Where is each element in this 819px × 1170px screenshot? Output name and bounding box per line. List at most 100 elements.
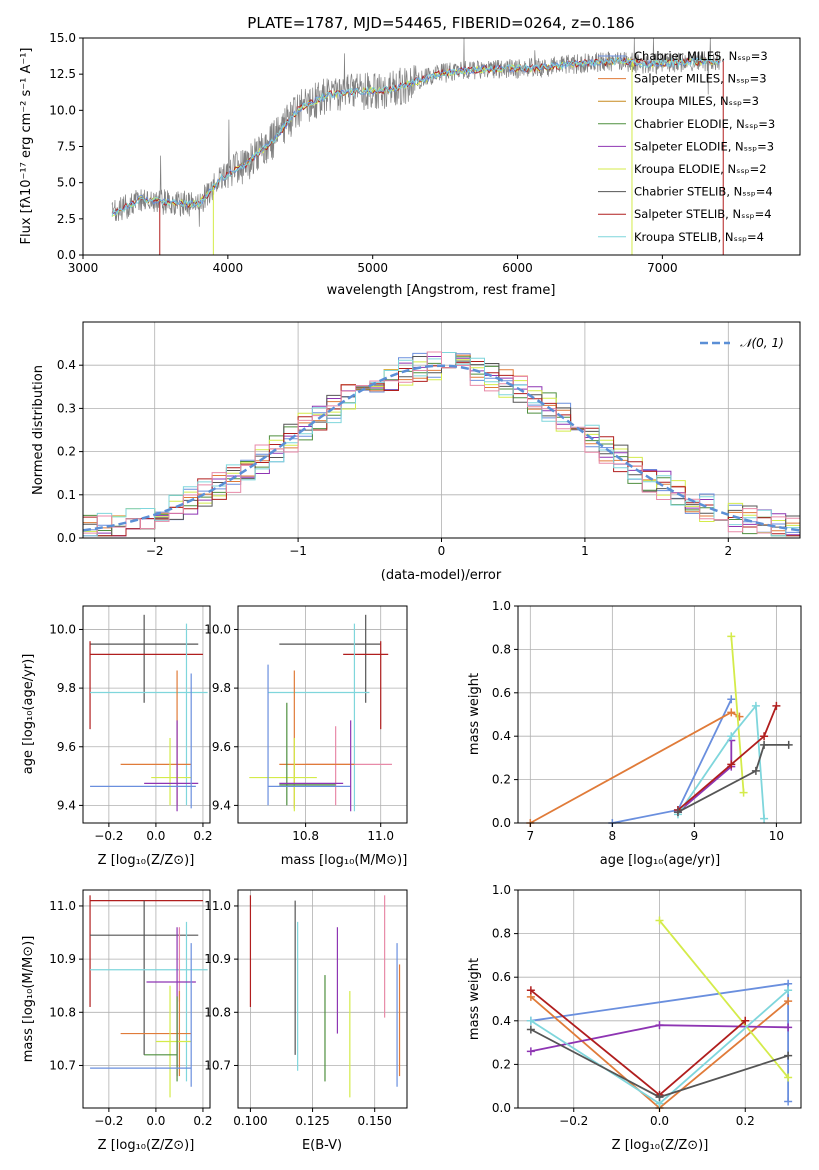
y-tick-label: 0.6: [492, 686, 511, 700]
weight-marker-kroupa_elodie: [784, 1073, 793, 1082]
y-tick-label: 0.2: [492, 773, 511, 787]
y-tick-label: 1.0: [492, 883, 511, 897]
mass-vs-ebv-axes-frame: [237, 889, 408, 1109]
model-spectrum-kroupa_stelib: [111, 56, 721, 217]
y-tick-label: 10.0: [204, 622, 231, 636]
weight-line-kroupa_elodie: [730, 636, 745, 793]
model-spectrum-kroupa_elodie: [111, 56, 721, 218]
x-tick-label: 0.100: [233, 1114, 267, 1128]
x-tick-label: 4000: [213, 261, 244, 275]
age-vs-z-panel: −0.2 0.0 0.29.49.69.810.0 Z [log₁₀(Z/Z⊙)] …: [21, 605, 212, 868]
y-tick-label: 12.5: [49, 67, 76, 81]
weight-line-chabrier_stelib: [677, 744, 789, 813]
legend-label-kroupa_miles: Kroupa MILES, Nₛₛₚ=3: [634, 94, 759, 108]
legend-label-kroupa_elodie: Kroupa ELODIE, Nₛₛₚ=2: [634, 162, 767, 176]
y-tick-label: 0.2: [57, 445, 76, 459]
y-tick-label: 0.4: [492, 729, 511, 743]
weight-marker-chabrier_stelib: [526, 1025, 535, 1034]
x-tick-label: 0.0: [650, 1114, 669, 1128]
mass-vs-ebv-panel: 0.100 0.125 0.150 10.7 10.8 10.9 11.0 E(B-V): [204, 889, 408, 1153]
mass-vs-z-axes-frame: [82, 889, 211, 1109]
spectrum-ylabel: Flux [fλ10⁻¹⁷ erg cm⁻² s⁻¹ A⁻¹]: [19, 48, 34, 245]
weight-marker-chabrier_stelib: [784, 1051, 793, 1060]
weight-marker-salpeter_elodie: [784, 1023, 793, 1032]
residuals-legend: 𝒩(0, 1): [700, 336, 784, 350]
weight-marker-kroupa_stelib: [727, 732, 736, 741]
y-tick-label: 10.9: [204, 952, 231, 966]
y-tick-label: 0.6: [492, 970, 511, 984]
weight-marker-salpeter_elodie: [655, 1021, 664, 1030]
weight-marker-salpeter_miles: [784, 997, 793, 1006]
y-tick-label: 5.0: [57, 176, 76, 190]
x-tick-label: 3000: [68, 261, 99, 275]
age-vs-z-xlabel: Z [log₁₀(Z/Z⊙)]: [98, 853, 195, 868]
age-vs-mass-panel: 10.8 11.0 9.4 9.6 9.8 10.0 mass [log₁₀(M/M⊙)]: [204, 605, 408, 868]
weight-marker-salpeter_stelib: [727, 760, 736, 769]
y-tick-label: 10.8: [49, 1005, 76, 1019]
weight-marker-chabrier_miles: [784, 1097, 793, 1106]
y-tick-label: 10.7: [204, 1058, 231, 1072]
mass-vs-z-ylabel: mass [log₁₀(M/M⊙)]: [21, 936, 36, 1063]
mass-vs-z-panel: −0.2 0.0 0.2 10.7 10.8 10.9 11.0 Z [log₁₀(Z/Z⊙…: [21, 889, 212, 1153]
residuals-xlabel: (data-model)/error: [381, 568, 502, 583]
weight-marker-chabrier_miles: [727, 695, 736, 704]
weight-vs-age-xlabel: age [log₁₀(age/yr)]: [600, 853, 721, 868]
x-tick-label: 0.0: [146, 1114, 165, 1128]
weight-line-salpeter_miles: [529, 711, 740, 824]
spectrum-xlabel: wavelength [Angstrom, rest frame]: [327, 283, 556, 298]
y-tick-label: 0.0: [492, 1101, 511, 1115]
x-tick-label: 9: [691, 829, 699, 843]
weight-line-kroupa_elodie: [658, 919, 789, 1079]
y-tick-label: 0.1: [57, 488, 76, 502]
x-tick-label: 1: [581, 544, 589, 558]
spectrum-legend: Chabrier MILES, Nₛₛₚ=3 Salpeter MILES, Nₛ…: [598, 49, 775, 244]
y-tick-label: 0.3: [57, 401, 76, 415]
spectrum-panel: PLATE=1787, MJD=54465, FIBERID=0264, z=0…: [19, 14, 801, 298]
weight-vs-age-panel: 7 8 9 10 0.0 0.2 0.4 0.6 0.8 1.0 age [log₁₀(age/y…: [467, 599, 802, 868]
y-tick-label: 10.0: [49, 103, 76, 117]
x-tick-label: 5000: [357, 261, 388, 275]
age-vs-z-axes-frame: [82, 605, 211, 824]
residuals-panel: −2 −1 0 1 2 0.0 0.1 0.2 0.3 0.4 𝒩(0, 1) (data-mod…: [31, 321, 801, 583]
y-tick-label: 10.9: [49, 952, 76, 966]
x-tick-label: 7000: [647, 261, 678, 275]
y-tick-label: 9.6: [57, 740, 76, 754]
weight-vs-z-panel: −0.2 0.0 0.2 0.0 0.2 0.4 0.6 0.8 1.0 Z [log₁₀(Z/…: [467, 883, 802, 1153]
legend-label-salpeter_elodie: Salpeter ELODIE, Nₛₛₚ=3: [634, 139, 774, 153]
weight-marker-kroupa_elodie: [727, 632, 736, 641]
y-tick-label: 11.0: [204, 899, 231, 913]
x-tick-label: 10.8: [292, 829, 319, 843]
age-vs-mass-xlabel: mass [log₁₀(M/M⊙)]: [281, 853, 408, 868]
y-tick-label: 0.2: [492, 1057, 511, 1071]
y-tick-label: 9.8: [212, 681, 231, 695]
age-vs-mass-axes-frame: [237, 605, 408, 824]
legend-label-chabrier_miles: Chabrier MILES, Nₛₛₚ=3: [634, 49, 768, 63]
weight-marker-kroupa_stelib: [751, 701, 760, 710]
weight-marker-kroupa_stelib: [784, 986, 793, 995]
x-tick-label: −0.2: [94, 829, 123, 843]
weight-marker-kroupa_elodie: [739, 788, 748, 797]
y-tick-label: 11.0: [49, 899, 76, 913]
x-tick-label: 10: [769, 829, 784, 843]
weight-marker-kroupa_stelib: [526, 1016, 535, 1025]
legend-label-chabrier_elodie: Chabrier ELODIE, Nₛₛₚ=3: [634, 117, 775, 131]
x-tick-label: 0.150: [358, 1114, 392, 1128]
x-tick-label: 7: [526, 829, 534, 843]
weight-marker-chabrier_stelib: [784, 740, 793, 749]
x-tick-label: 2: [724, 544, 732, 558]
y-tick-label: 0.8: [492, 642, 511, 656]
y-tick-label: 15.0: [49, 31, 76, 45]
x-tick-label: 0.125: [295, 1114, 329, 1128]
y-tick-label: 0.4: [492, 1014, 511, 1028]
weight-marker-salpeter_elodie: [526, 1047, 535, 1056]
y-tick-label: 0.4: [57, 358, 76, 372]
y-tick-label: 0.0: [57, 531, 76, 545]
y-tick-label: 7.5: [57, 140, 76, 154]
x-tick-label: 11.0: [367, 829, 394, 843]
y-tick-label: 10.7: [49, 1058, 76, 1072]
histogram-kroupa_elodie: [83, 359, 800, 537]
model-spectrum-chabrier_miles: [111, 56, 721, 217]
weight-marker-salpeter_stelib: [760, 732, 769, 741]
x-tick-label: −2: [146, 544, 164, 558]
